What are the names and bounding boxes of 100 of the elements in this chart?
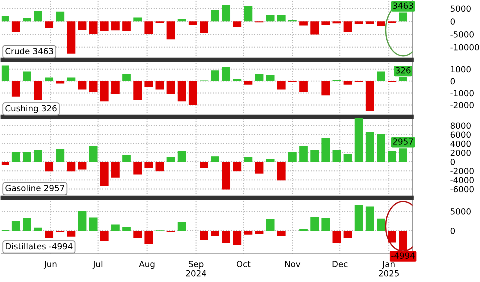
text: Distillates -4994: [6, 243, 73, 250]
bar: [12, 221, 20, 231]
bar: [166, 81, 176, 94]
bar: [322, 138, 330, 162]
bar: [366, 81, 374, 112]
y-tick-label: -2000: [450, 102, 474, 109]
y-tick-label: 8000: [450, 122, 471, 130]
bar: [310, 217, 320, 231]
bar: [2, 16, 10, 22]
bar: [112, 81, 120, 94]
bar: [144, 22, 154, 34]
bar: [277, 15, 286, 22]
data-label: -4994: [392, 252, 415, 259]
bar: [322, 218, 330, 231]
x-tick-label: Jan 2025: [379, 261, 399, 277]
y-tick-label: 0: [450, 18, 456, 25]
bar: [344, 81, 352, 85]
bar: [377, 134, 386, 162]
x-tick-label: Jun: [44, 261, 57, 269]
data-label: 2957: [393, 138, 414, 145]
data-label: 3463: [393, 2, 414, 9]
bar: [156, 162, 164, 172]
bar: [211, 70, 220, 82]
bar: [100, 230, 109, 242]
bar: [366, 206, 374, 231]
bar: [144, 230, 154, 244]
text: Cushing 326: [6, 105, 57, 114]
y-tick-label: 5000: [450, 208, 471, 215]
bar: [310, 22, 320, 35]
bar: [300, 81, 308, 92]
bar: [354, 22, 364, 24]
bar: [266, 75, 275, 82]
text: Crude 3463: [6, 48, 54, 54]
y-tick-label: 2000: [450, 150, 471, 156]
bar: [166, 22, 176, 40]
bar: [12, 22, 20, 32]
bar: [178, 151, 186, 162]
bar: [255, 162, 264, 174]
bar: [89, 218, 98, 231]
bar: [100, 162, 109, 187]
y-tick-label: 0: [450, 228, 456, 234]
bar: [300, 22, 308, 26]
bar: [233, 162, 242, 172]
bar: [12, 81, 20, 97]
y-tick-label: 6000: [450, 132, 471, 138]
y-tick-label: 1000: [451, 66, 471, 73]
y-tick-label: 4000: [450, 140, 471, 148]
bar: [377, 72, 386, 82]
bar: [266, 219, 275, 231]
bar: [244, 81, 253, 85]
bar: [300, 146, 308, 162]
bar: [178, 19, 186, 22]
bar: [354, 118, 364, 162]
bar: [344, 230, 352, 238]
bar: [244, 158, 253, 162]
bar: [200, 230, 208, 240]
bar: [23, 18, 32, 22]
bar: [45, 78, 54, 82]
bar: [134, 162, 142, 175]
bar: [377, 218, 386, 231]
bar: [211, 10, 220, 22]
y-tick-label: -4000: [450, 177, 474, 184]
bar: [244, 6, 253, 22]
bar: [277, 81, 286, 90]
bar: [222, 66, 231, 82]
bar: [332, 150, 342, 162]
bar: [56, 12, 65, 22]
bar: [67, 22, 76, 54]
x-tick-label: Oct: [236, 261, 251, 268]
bar: [23, 152, 32, 162]
y-tick-label: 0: [450, 159, 456, 166]
bar: [89, 81, 98, 92]
bar: [388, 151, 396, 162]
text: Gasoline 2957: [6, 184, 64, 192]
bar: [322, 81, 330, 96]
bar: [188, 22, 198, 26]
y-tick-label: 5000: [450, 6, 471, 12]
bar: [122, 22, 131, 32]
bar: [310, 150, 320, 162]
x-tick-label: Dec: [332, 261, 348, 268]
bar: [166, 158, 176, 162]
bar: [34, 150, 42, 162]
y-tick-label: -5000: [450, 31, 474, 38]
bar: [2, 66, 10, 82]
bar: [222, 230, 231, 244]
x-tick-label: Nov: [285, 261, 301, 268]
bar: [178, 81, 186, 102]
bar: [67, 162, 76, 172]
bar: [23, 218, 32, 231]
bar: [112, 22, 120, 31]
y-tick-label: -6000: [450, 186, 474, 193]
bar: [288, 152, 297, 162]
bar: [144, 162, 154, 168]
bar: [344, 22, 352, 32]
bar: [233, 230, 242, 246]
bar: [354, 205, 364, 231]
bar: [277, 162, 286, 181]
bar: [34, 81, 42, 100]
bar: [100, 22, 109, 32]
bar: [45, 162, 54, 172]
